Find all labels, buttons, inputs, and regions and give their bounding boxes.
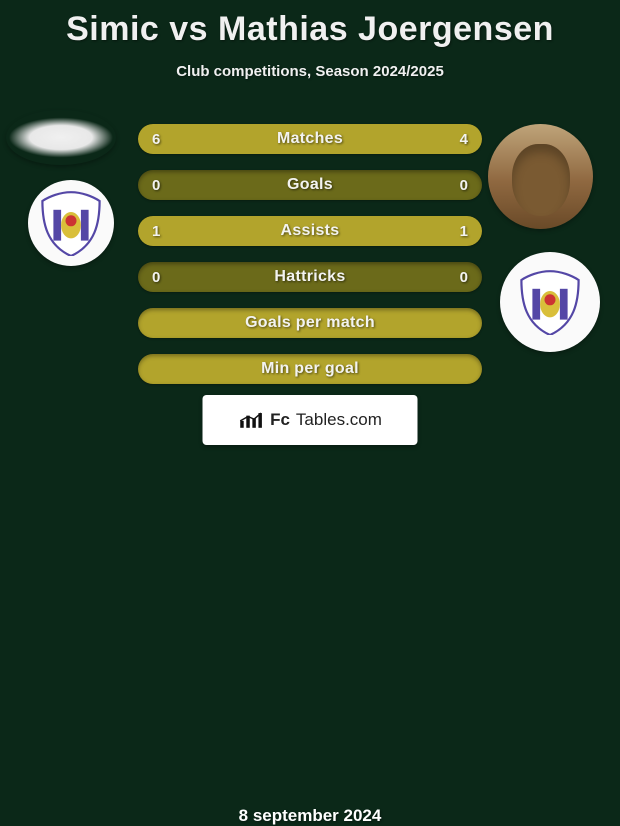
stat-bar: 64Matches xyxy=(138,124,482,154)
brand-text-post: Tables.com xyxy=(296,410,382,430)
club-crest-icon xyxy=(517,269,583,335)
club-crest-icon xyxy=(38,190,104,256)
stat-label: Assists xyxy=(138,216,482,246)
stat-bar: 00Hattricks xyxy=(138,262,482,292)
club-crest-right xyxy=(500,252,600,352)
stat-bar: 00Goals xyxy=(138,170,482,200)
comparison-bars: 64Matches 00Goals 11Assists 00Hattricks Goal… xyxy=(138,124,482,400)
stat-label: Matches xyxy=(138,124,482,154)
player-right-avatar xyxy=(488,124,593,229)
stat-label: Goals xyxy=(138,170,482,200)
date-text: 8 september 2024 xyxy=(0,806,620,826)
stat-label: Hattricks xyxy=(138,262,482,292)
page-title: Simic vs Mathias Joergensen xyxy=(0,0,620,49)
stat-label: Min per goal xyxy=(138,354,482,384)
club-crest-left xyxy=(28,180,114,266)
stat-bar: Goals per match xyxy=(138,308,482,338)
stat-bar: 11Assists xyxy=(138,216,482,246)
stat-label: Goals per match xyxy=(138,308,482,338)
stat-bar: Min per goal xyxy=(138,354,482,384)
bars-logo-icon xyxy=(238,410,264,430)
page-subtitle: Club competitions, Season 2024/2025 xyxy=(0,63,620,80)
face-placeholder-icon xyxy=(512,144,570,216)
brand-badge[interactable]: Fc Tables.com xyxy=(203,395,418,445)
player-left-avatar xyxy=(6,110,116,165)
brand-text-pre: Fc xyxy=(270,410,290,430)
